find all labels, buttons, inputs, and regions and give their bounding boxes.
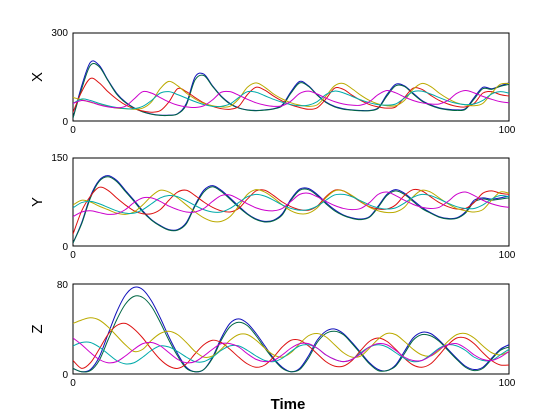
series-line-z-6	[73, 337, 509, 364]
x-tick-min-z: 0	[70, 378, 76, 389]
series-line-x-2	[73, 62, 509, 119]
plot-frame-z	[72, 283, 510, 375]
series-line-x-5	[73, 90, 509, 110]
series-line-z-2	[73, 295, 509, 373]
x-tick-max-x: 100	[499, 125, 516, 136]
x-tick-min-y: 0	[70, 250, 76, 261]
series-line-y-4	[73, 189, 509, 223]
series-line-y-3	[73, 186, 509, 235]
series-group-y	[73, 175, 509, 244]
panel-y: 150 0 0 100 Y	[29, 153, 516, 261]
y-tick-max-y: 150	[51, 153, 68, 164]
series-line-y-6	[73, 191, 509, 218]
x-tick-max-y: 100	[499, 250, 516, 261]
y-axis-label-x: X	[29, 72, 46, 82]
series-line-z-5	[73, 341, 509, 365]
y-tick-min-y: 0	[62, 242, 68, 253]
series-group-x	[73, 60, 509, 119]
series-line-x-6	[73, 89, 509, 109]
y-tick-min-x: 0	[62, 117, 68, 128]
y-tick-max-z: 80	[57, 280, 69, 291]
series-line-x-4	[73, 80, 509, 110]
x-tick-max-z: 100	[499, 378, 516, 389]
y-axis-label-z: Z	[29, 324, 46, 333]
panel-x: 300 0 0 100 X	[29, 28, 516, 136]
series-group-z	[73, 286, 509, 373]
y-axis-label-y: Y	[29, 197, 46, 207]
y-tick-max-x: 300	[51, 28, 68, 39]
panel-z: 80 0 0 100 Z	[29, 280, 516, 389]
plot-frame-y	[72, 157, 510, 247]
plot-frame-x	[72, 32, 510, 122]
series-line-y-2	[73, 176, 509, 244]
series-line-y-5	[73, 193, 509, 215]
x-axis-label: Time	[271, 396, 306, 413]
series-line-z-4	[73, 317, 509, 358]
series-line-z-1	[73, 286, 509, 373]
x-tick-min-x: 0	[70, 125, 76, 136]
series-line-z-3	[73, 322, 509, 369]
y-tick-min-z: 0	[62, 370, 68, 381]
